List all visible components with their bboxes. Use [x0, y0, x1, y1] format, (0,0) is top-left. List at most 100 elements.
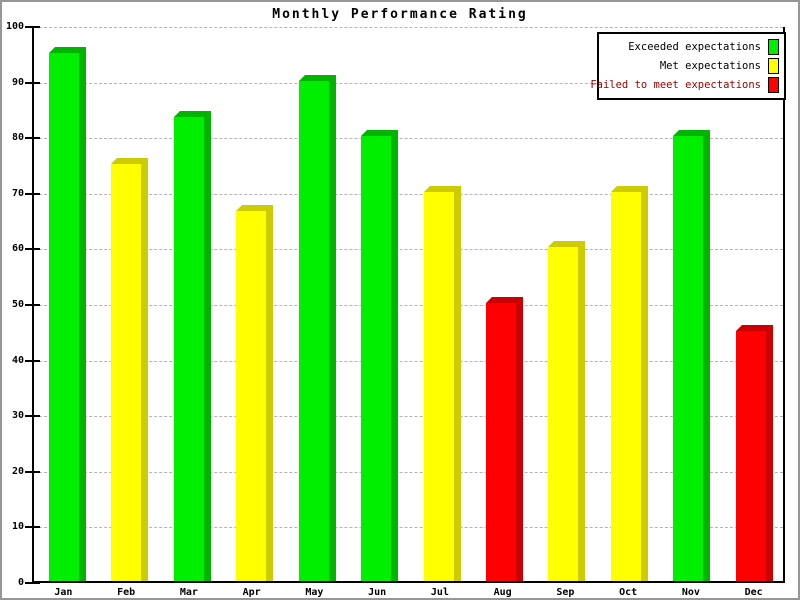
bar-face — [49, 53, 79, 581]
gridline-30 — [34, 416, 783, 418]
bar-sep — [548, 241, 585, 581]
bar-mar — [174, 111, 211, 581]
y-tick-0 — [25, 582, 40, 584]
bar-face — [174, 117, 204, 581]
legend: Exceeded expectations Met expectations Fai… — [590, 32, 786, 100]
bar-top-edge — [548, 241, 585, 247]
y-tick-50 — [25, 304, 40, 306]
legend-swatch-exceeded — [768, 38, 779, 55]
bar-aug — [486, 297, 523, 581]
x-axis-label-apr: Apr — [242, 587, 261, 598]
chart-title: Monthly Performance Rating — [272, 7, 528, 22]
y-tick-30 — [25, 415, 40, 418]
bar-top-edge — [361, 130, 398, 136]
x-axis-label-dec: Dec — [744, 587, 763, 598]
bar-top-edge — [174, 111, 211, 117]
y-axis-label-90: 90 — [11, 76, 24, 88]
bar-face — [611, 192, 641, 581]
y-tick-70 — [25, 192, 40, 195]
bar-side-edge — [141, 164, 148, 581]
x-axis-label-jun: Jun — [368, 587, 387, 598]
bar-face — [548, 247, 578, 581]
y-tick-90 — [25, 81, 40, 84]
bar-top-edge — [111, 158, 148, 164]
x-axis-label-oct: Oct — [619, 587, 638, 598]
plot-area — [25, 26, 785, 584]
bar-face — [111, 164, 141, 581]
bar-top-edge — [49, 47, 86, 53]
gridline-60 — [34, 249, 783, 251]
y-tick-80 — [25, 137, 40, 140]
bar-top-edge — [611, 186, 648, 192]
x-axis-label-nov: Nov — [681, 587, 700, 598]
y-tick-60 — [25, 248, 40, 251]
bar-dec — [736, 325, 773, 581]
gridline-20 — [34, 471, 783, 473]
legend-swatch-failed — [768, 76, 779, 93]
bar-face — [673, 136, 703, 581]
bar-side-edge — [266, 211, 273, 581]
x-axis-label-mar: Mar — [179, 587, 198, 598]
y-axis-label-30: 30 — [11, 410, 24, 422]
bar-side-edge — [578, 247, 585, 581]
gridline-70 — [34, 193, 783, 195]
x-axis-labels: Jan Feb Mar Apr May Jun Jul Aug Sep Oct Nov Dec — [32, 587, 785, 598]
x-axis-label-aug: Aug — [493, 587, 512, 598]
gridline-80 — [34, 138, 783, 140]
y-axis-label-100: 100 — [5, 21, 24, 32]
y-axis-label-0: 0 — [17, 577, 24, 588]
bar-jan — [49, 47, 86, 581]
bar-side-edge — [641, 192, 648, 581]
gridline-90 — [34, 82, 783, 84]
legend-label-exceeded: Exceeded expectations — [628, 40, 761, 53]
legend-swatch-met — [768, 57, 779, 74]
y-axis-label-40: 40 — [11, 354, 24, 366]
bar-jun — [361, 130, 398, 581]
x-axis-label-jul: Jul — [430, 587, 449, 598]
bar-side-edge — [79, 53, 86, 581]
y-axis-label-70: 70 — [11, 187, 24, 199]
bar-face — [361, 136, 391, 581]
gridline-100 — [34, 27, 783, 28]
y-axis-label-60: 60 — [11, 243, 24, 255]
bar-side-edge — [391, 136, 398, 581]
bar-may — [299, 75, 336, 581]
legend-label-failed: Failed to meet expectations — [590, 78, 761, 91]
y-tick-40 — [25, 359, 40, 362]
bar-face — [299, 81, 329, 581]
bar-oct — [611, 186, 648, 581]
bar-feb — [111, 158, 148, 581]
bar-face — [736, 331, 766, 581]
bar-top-edge — [236, 205, 273, 211]
bar-jul — [424, 186, 461, 581]
gridline-10 — [34, 527, 783, 529]
legend-label-met: Met expectations — [659, 59, 761, 72]
y-tick-100 — [25, 26, 40, 28]
x-axis-label-feb: Feb — [117, 587, 136, 598]
legend-entry-exceeded: Exceeded expectations — [603, 37, 779, 56]
gridline-40 — [34, 360, 783, 362]
legend-entry-met: Met expectations — [603, 56, 779, 75]
legend-entry-failed: Failed to meet expectations — [590, 75, 779, 94]
gridline-50 — [34, 305, 783, 306]
bar-top-edge — [424, 186, 461, 192]
y-axis-label-50: 50 — [11, 299, 24, 310]
bar-top-edge — [736, 325, 773, 331]
x-axis-label-jan: Jan — [54, 587, 73, 598]
y-axis-labels: 0 10 20 30 40 50 60 70 80 90 100 — [2, 21, 27, 588]
bar-top-edge — [486, 297, 523, 303]
bar-side-edge — [766, 331, 773, 581]
x-axis-label-sep: Sep — [556, 587, 575, 598]
y-tick-10 — [25, 526, 40, 529]
bar-face — [486, 303, 516, 581]
y-axis-label-80: 80 — [11, 132, 24, 144]
x-axis-label-may: May — [305, 587, 324, 598]
bar-side-edge — [204, 117, 211, 581]
bar-side-edge — [516, 303, 523, 581]
bar-nov — [673, 130, 710, 581]
y-axis-label-20: 20 — [11, 465, 24, 477]
y-axis-label-10: 10 — [11, 521, 24, 533]
bar-apr — [236, 205, 273, 581]
bar-side-edge — [703, 136, 710, 581]
